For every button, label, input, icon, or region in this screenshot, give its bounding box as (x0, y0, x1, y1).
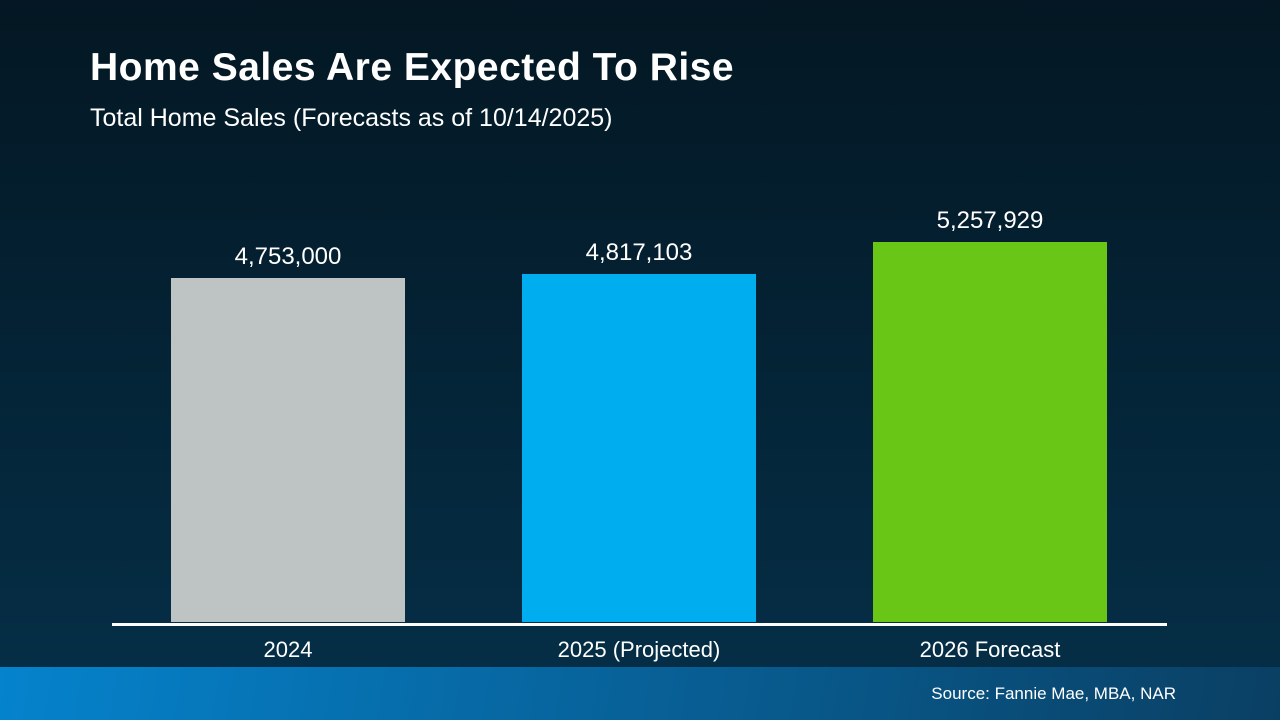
bar-2026-forecast (873, 242, 1107, 622)
bar-2025-projected (522, 274, 756, 622)
bar-2024 (171, 278, 405, 622)
x-axis-line (112, 623, 1167, 626)
value-label-2026-forecast: 5,257,929 (936, 207, 1044, 234)
category-label-2025-projected: 2025 (Projected) (557, 637, 721, 662)
footer-bar: Source: Fannie Mae, MBA, NAR (0, 667, 1280, 720)
page-title: Home Sales Are Expected To Rise (90, 46, 735, 89)
category-label-2026-forecast: 2026 Forecast (919, 637, 1061, 662)
chart-subtitle: Total Home Sales (Forecasts as of 10/14/… (90, 104, 613, 132)
source-text: Source: Fannie Mae, MBA, NAR (931, 683, 1176, 703)
category-label-2024: 2024 (263, 637, 313, 662)
value-label-2025-projected: 4,817,103 (585, 239, 693, 266)
value-label-2024: 4,753,000 (234, 243, 342, 270)
